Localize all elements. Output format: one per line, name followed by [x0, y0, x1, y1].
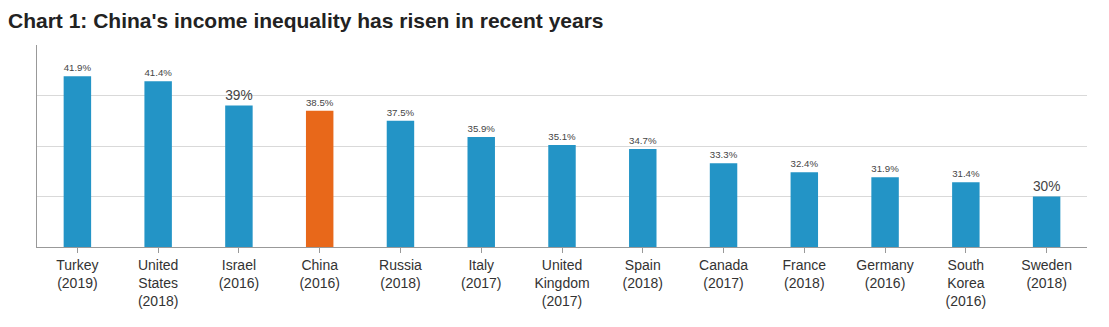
- svg-text:Canada(2017): Canada(2017): [699, 257, 748, 291]
- svg-text:38.5%: 38.5%: [306, 97, 334, 108]
- svg-text:Italy(2017): Italy(2017): [461, 257, 501, 291]
- svg-text:35.9%: 35.9%: [468, 123, 496, 134]
- svg-text:30%: 30%: [1033, 179, 1060, 194]
- svg-text:Spain(2018): Spain(2018): [623, 257, 663, 291]
- svg-text:Sweden(2018): Sweden(2018): [1021, 257, 1072, 291]
- svg-text:41.9%: 41.9%: [64, 62, 92, 73]
- svg-text:UnitedStates(2018): UnitedStates(2018): [138, 257, 178, 309]
- svg-text:31.4%: 31.4%: [952, 168, 980, 179]
- svg-text:37.5%: 37.5%: [387, 107, 415, 118]
- svg-text:China(2016): China(2016): [299, 257, 339, 291]
- svg-text:France(2018): France(2018): [783, 257, 827, 291]
- svg-text:41.4%: 41.4%: [144, 67, 172, 78]
- svg-text:Israel(2016): Israel(2016): [219, 257, 259, 291]
- svg-text:35.1%: 35.1%: [548, 131, 576, 142]
- svg-text:Turkey(2019): Turkey(2019): [56, 257, 98, 291]
- svg-text:UnitedKingdom(2017): UnitedKingdom(2017): [534, 257, 589, 309]
- svg-text:32.4%: 32.4%: [791, 158, 819, 169]
- svg-text:Chart 1: China's income inequa: Chart 1: China's income inequality has r…: [8, 9, 604, 32]
- svg-text:31.9%: 31.9%: [871, 163, 899, 174]
- svg-text:34.7%: 34.7%: [629, 135, 657, 146]
- svg-text:Germany(2016): Germany(2016): [856, 257, 914, 291]
- svg-text:Russia(2018): Russia(2018): [379, 257, 422, 291]
- svg-text:39%: 39%: [225, 88, 252, 103]
- svg-text:SouthKorea(2016): SouthKorea(2016): [946, 257, 986, 309]
- svg-text:33.3%: 33.3%: [710, 149, 738, 160]
